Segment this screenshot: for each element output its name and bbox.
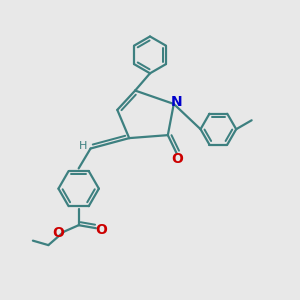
Text: O: O [52, 226, 64, 240]
Text: O: O [171, 152, 183, 166]
Text: H: H [79, 141, 87, 151]
Text: O: O [95, 223, 107, 237]
Text: N: N [170, 94, 182, 109]
